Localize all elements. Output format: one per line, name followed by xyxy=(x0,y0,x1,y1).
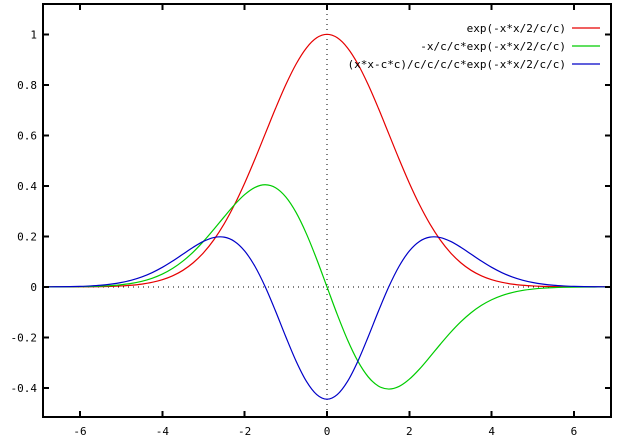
y-tick-label: 0.4 xyxy=(17,180,37,193)
series-curve-0 xyxy=(43,33,611,288)
series-curve-2 xyxy=(43,236,611,400)
y-tick-label: -0.4 xyxy=(11,382,38,395)
x-tick-label: 2 xyxy=(406,425,413,438)
x-tick-label: -4 xyxy=(156,425,170,438)
y-tick-label: 0.8 xyxy=(17,79,37,92)
legend-label: (x*x-c*c)/c/c/c/c*exp(-x*x/2/c/c) xyxy=(347,58,566,71)
series-curves xyxy=(43,33,611,400)
y-tick-label: 0.6 xyxy=(17,129,37,142)
x-tick-label: 4 xyxy=(488,425,495,438)
x-tick-label: -2 xyxy=(238,425,251,438)
legend-label: exp(-x*x/2/c/c) xyxy=(467,22,566,35)
x-tick-label: -6 xyxy=(73,425,86,438)
y-tick-label: 1 xyxy=(30,28,37,41)
legend: exp(-x*x/2/c/c) -x/c/c*exp(-x*x/2/c/c) (x*… xyxy=(347,22,600,71)
y-tick-label: -0.2 xyxy=(11,331,38,344)
y-tick-label: 0 xyxy=(30,281,37,294)
y-tick-label: 0.2 xyxy=(17,230,37,243)
x-tick-label: 6 xyxy=(571,425,578,438)
series-curve-1 xyxy=(43,184,611,390)
x-tick-label: 0 xyxy=(324,425,331,438)
legend-label: -x/c/c*exp(-x*x/2/c/c) xyxy=(420,40,566,53)
